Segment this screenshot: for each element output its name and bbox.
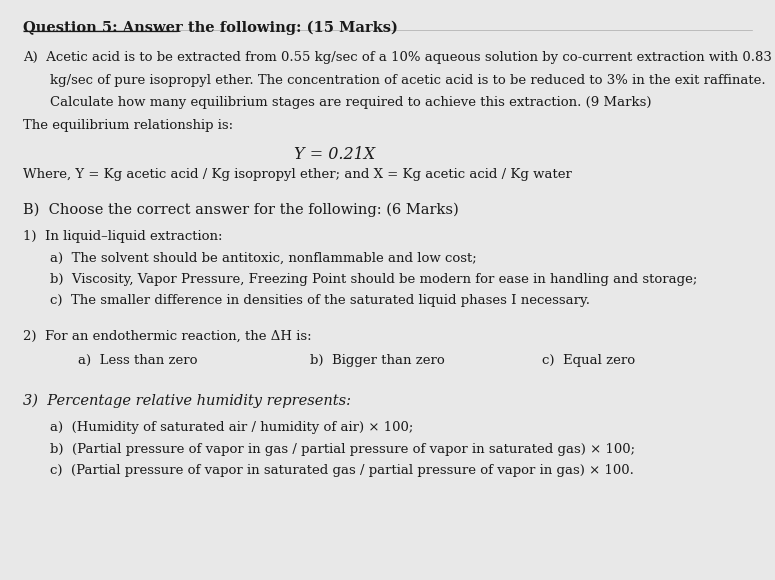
Text: 2)  For an endothermic reaction, the ΔH is:: 2) For an endothermic reaction, the ΔH i…	[23, 329, 312, 342]
Text: Calculate how many equilibrium stages are required to achieve this extraction. (: Calculate how many equilibrium stages ar…	[50, 96, 652, 109]
Text: a)  (Humidity of saturated air / humidity of air) × 100;: a) (Humidity of saturated air / humidity…	[50, 421, 414, 434]
Text: kg/sec of pure isopropyl ether. The concentration of acetic acid is to be reduce: kg/sec of pure isopropyl ether. The conc…	[50, 74, 766, 86]
Text: Y = 0.21X: Y = 0.21X	[294, 146, 376, 163]
Text: c)  The smaller difference in densities of the saturated liquid phases I necessa: c) The smaller difference in densities o…	[50, 294, 591, 307]
Text: 1)  In liquid–liquid extraction:: 1) In liquid–liquid extraction:	[23, 230, 222, 243]
Text: a)  The solvent should be antitoxic, nonflammable and low cost;: a) The solvent should be antitoxic, nonf…	[50, 252, 477, 264]
Text: c)  Equal zero: c) Equal zero	[542, 354, 636, 367]
Text: Question 5: Answer the following: (15 Marks): Question 5: Answer the following: (15 Ma…	[23, 20, 398, 35]
Text: a)  Less than zero: a) Less than zero	[78, 354, 197, 367]
Text: b)  Viscosity, Vapor Pressure, Freezing Point should be modern for ease in handl: b) Viscosity, Vapor Pressure, Freezing P…	[50, 273, 698, 285]
Text: A)  Acetic acid is to be extracted from 0.55 kg/sec of a 10% aqueous solution by: A) Acetic acid is to be extracted from 0…	[23, 51, 772, 64]
Text: c)  (Partial pressure of vapor in saturated gas / partial pressure of vapor in g: c) (Partial pressure of vapor in saturat…	[50, 464, 634, 477]
Text: B)  Choose the correct answer for the following: (6 Marks): B) Choose the correct answer for the fol…	[23, 203, 459, 218]
Text: b)  (Partial pressure of vapor in gas / partial pressure of vapor in saturated g: b) (Partial pressure of vapor in gas / p…	[50, 443, 635, 455]
Text: 3)  Percentage relative humidity represents:: 3) Percentage relative humidity represen…	[23, 393, 351, 408]
Text: b)  Bigger than zero: b) Bigger than zero	[310, 354, 445, 367]
Text: Where, Y = Kg acetic acid / Kg isopropyl ether; and X = Kg acetic acid / Kg wate: Where, Y = Kg acetic acid / Kg isopropyl…	[23, 168, 572, 181]
Text: The equilibrium relationship is:: The equilibrium relationship is:	[23, 119, 233, 132]
